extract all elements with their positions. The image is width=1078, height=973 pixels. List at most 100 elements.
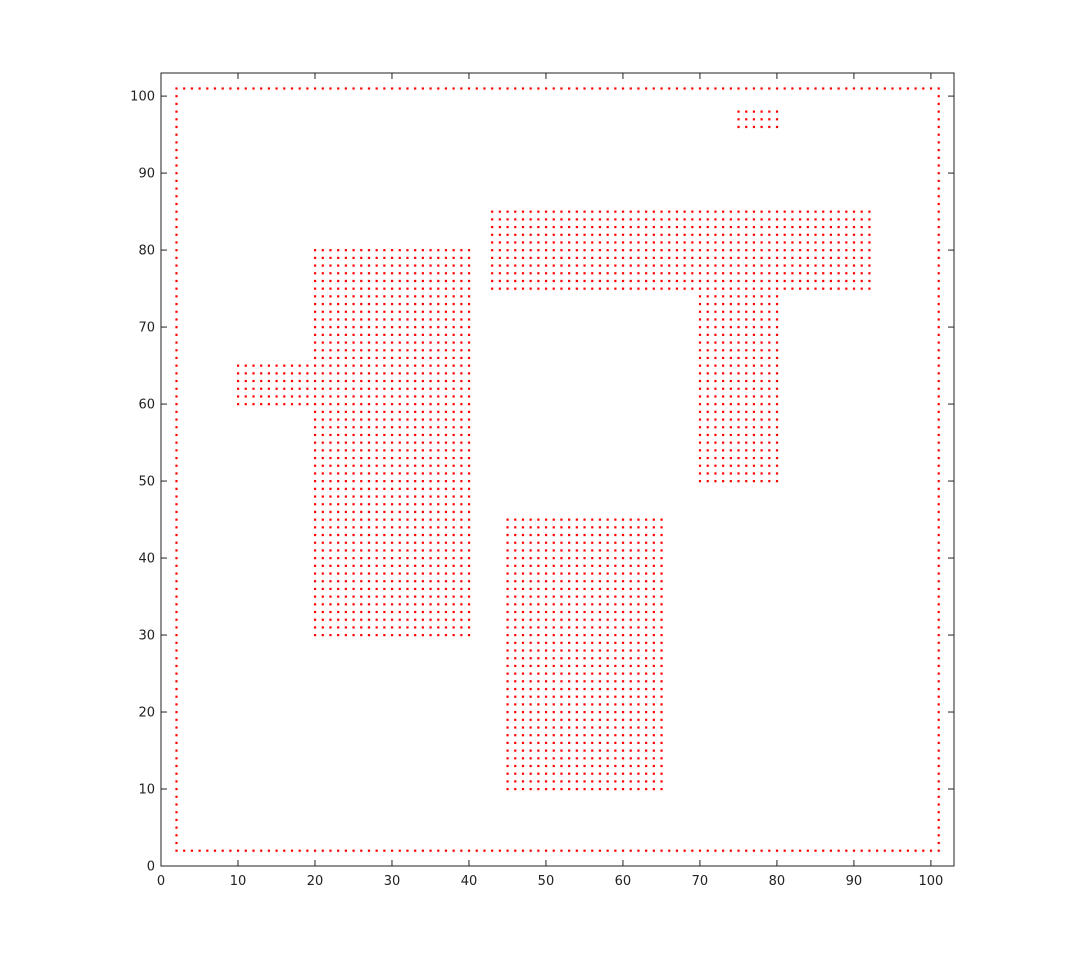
data-point: [937, 179, 940, 182]
data-point: [737, 364, 740, 367]
data-point: [175, 726, 178, 729]
data-point: [437, 256, 440, 259]
data-point: [660, 703, 663, 706]
data-point: [452, 326, 455, 329]
data-point: [352, 626, 355, 629]
data-point: [645, 87, 648, 90]
data-point: [521, 687, 525, 691]
data-point: [737, 225, 740, 229]
data-point: [175, 780, 178, 783]
data-point: [398, 256, 401, 259]
data-point: [937, 141, 940, 144]
data-point: [529, 849, 532, 852]
data-point: [560, 788, 563, 791]
data-point: [937, 672, 940, 675]
x-tick-label: 20: [307, 874, 324, 889]
data-point: [575, 757, 578, 760]
data-point: [329, 587, 332, 591]
data-point: [444, 518, 448, 521]
data-point: [383, 634, 386, 637]
data-point: [406, 249, 409, 252]
data-point: [629, 264, 632, 267]
data-point: [506, 649, 509, 652]
data-point: [406, 295, 409, 298]
data-point: [383, 580, 386, 583]
data-point: [560, 572, 563, 575]
data-point: [937, 102, 940, 105]
data-point: [414, 603, 417, 606]
data-point: [175, 564, 178, 567]
data-point: [190, 87, 193, 90]
data-point: [568, 741, 571, 745]
data-point: [806, 249, 809, 252]
data-point: [775, 379, 779, 383]
data-point: [729, 410, 732, 413]
data-point: [645, 726, 648, 729]
data-point: [190, 849, 193, 852]
data-point: [437, 287, 440, 290]
data-point: [822, 87, 825, 90]
data-point: [406, 256, 409, 259]
data-point: [645, 687, 648, 691]
data-point: [306, 395, 309, 398]
data-point: [583, 849, 586, 852]
data-point: [706, 295, 709, 298]
data-point: [775, 472, 779, 475]
data-point: [406, 318, 409, 321]
data-point: [460, 333, 463, 336]
data-point: [598, 610, 602, 614]
data-point: [175, 657, 178, 660]
data-point: [729, 349, 732, 352]
data-point: [383, 464, 386, 467]
data-point: [937, 233, 940, 236]
data-point: [775, 125, 779, 129]
data-point: [652, 279, 655, 283]
data-point: [414, 433, 417, 437]
data-point: [637, 757, 640, 760]
data-point: [406, 510, 409, 514]
data-point: [529, 772, 532, 775]
data-point: [390, 487, 394, 490]
data-point: [660, 557, 663, 560]
data-point: [560, 757, 563, 760]
data-point: [645, 557, 648, 560]
data-point: [383, 302, 386, 306]
data-point: [868, 218, 871, 221]
data-point: [637, 695, 640, 698]
data-point: [175, 664, 178, 668]
data-point: [652, 264, 655, 267]
data-point: [506, 657, 509, 660]
data-point: [452, 318, 455, 321]
data-point: [383, 387, 386, 390]
data-point: [421, 618, 424, 621]
data-point: [467, 580, 471, 583]
data-point: [390, 326, 394, 329]
data-point: [375, 387, 378, 390]
data-point: [521, 734, 525, 737]
data-point: [460, 610, 463, 614]
data-point: [390, 480, 394, 483]
data-point: [814, 256, 817, 259]
data-point: [737, 449, 740, 452]
data-point: [313, 456, 317, 460]
data-point: [398, 341, 401, 344]
data-point: [398, 510, 401, 514]
data-point: [645, 241, 648, 244]
data-point: [467, 395, 471, 398]
data-point: [175, 695, 178, 698]
data-point: [421, 341, 424, 344]
data-point: [290, 364, 294, 367]
data-point: [406, 364, 409, 367]
data-point: [329, 249, 332, 252]
data-point: [467, 87, 471, 90]
data-point: [521, 279, 525, 283]
data-point: [406, 518, 409, 521]
data-point: [714, 418, 717, 421]
data-point: [737, 395, 740, 398]
data-point: [591, 718, 594, 721]
data-point: [321, 464, 324, 467]
data-point: [606, 87, 609, 90]
data-point: [760, 218, 763, 221]
data-point: [329, 526, 332, 529]
data-point: [260, 372, 263, 375]
